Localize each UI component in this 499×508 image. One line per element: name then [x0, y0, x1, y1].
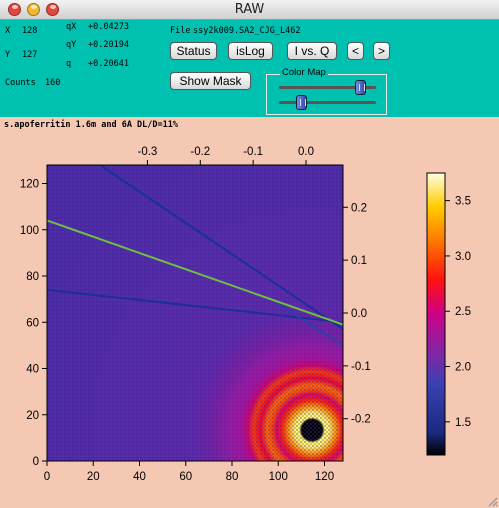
counts-value: 160 — [45, 78, 61, 88]
counts-label: Counts — [5, 78, 36, 88]
color-map-min-track — [279, 101, 376, 104]
y-tick-label: 20 — [26, 410, 39, 422]
color-map-group: Color Map — [266, 67, 387, 115]
minimize-window-button[interactable] — [27, 3, 40, 16]
x-tick-label: 20 — [87, 471, 100, 483]
y-axis-left: 0 20 40 60 80 100 120 — [20, 179, 47, 468]
file-name: ssy2k009.SA2_CJG_L462 — [193, 26, 301, 36]
y-right-tick-label: -0.1 — [351, 361, 371, 373]
color-map-label: Color Map — [280, 67, 328, 78]
x-top-tick-label: -0.1 — [243, 146, 263, 158]
colorbar-tick-label: 3.5 — [455, 196, 471, 208]
x-top-tick-label: -0.2 — [190, 146, 210, 158]
x-top-tick-label: 0.0 — [298, 146, 314, 158]
colorbar-tick-label: 1.5 — [455, 417, 471, 429]
color-map-max-track — [279, 86, 376, 89]
x-value: 128 — [22, 26, 38, 36]
x-tick-label: 60 — [179, 471, 192, 483]
x-tick-label: 100 — [269, 471, 288, 483]
control-panel: X 128 Y 127 qX +0.04273 qY +0.20194 q +0… — [0, 20, 499, 130]
next-button[interactable]: > — [373, 42, 390, 60]
mask-line — [47, 219, 343, 326]
x-tick-label: 40 — [133, 471, 146, 483]
qx-label: qX — [66, 22, 77, 32]
x-tick-label: 120 — [315, 471, 334, 483]
x-axis-bottom: 0 20 40 60 80 100 120 — [44, 461, 334, 483]
window-titlebar: RAW — [0, 0, 499, 20]
y-axis-right: 0.2 0.1 0.0 -0.1 -0.2 — [343, 202, 371, 426]
qy-value: +0.20194 — [88, 40, 129, 50]
mask-line — [98, 165, 343, 331]
y-right-tick-label: 0.1 — [351, 255, 367, 267]
y-tick-label: 80 — [26, 271, 39, 283]
q-value: +0.20641 — [88, 59, 129, 69]
y-right-tick-label: -0.2 — [351, 414, 371, 426]
zoom-window-button[interactable] — [46, 3, 59, 16]
y-tick-label: 120 — [20, 179, 39, 191]
status-button[interactable]: Status — [170, 42, 217, 60]
detector-noise — [47, 165, 343, 461]
colorbar-tick-label: 3.0 — [455, 251, 471, 263]
y-label: Y — [5, 50, 11, 60]
y-tick-label: 40 — [26, 364, 39, 376]
sample-description: s.apoferritin 1.6m and 6A DL/D=11% — [4, 120, 178, 130]
mask-line — [47, 288, 343, 324]
y-tick-label: 0 — [33, 456, 39, 468]
qy-label: qY — [66, 40, 77, 50]
y-value: 127 — [22, 50, 38, 60]
colorbar-tick-label: 2.0 — [455, 362, 471, 374]
colorbar-tick-label: 2.5 — [455, 306, 471, 318]
show-mask-button[interactable]: Show Mask — [170, 72, 251, 90]
colorbar — [426, 172, 446, 456]
x-tick-label: 80 — [226, 471, 239, 483]
x-tick-label: 0 — [44, 471, 50, 483]
y-tick-label: 60 — [26, 317, 39, 329]
y-right-tick-label: 0.0 — [351, 308, 367, 320]
detector-plot: 0 20 40 60 80 100 120 0 20 40 60 80 100 120 -0.3 -0.2… — [20, 146, 471, 483]
close-window-button[interactable] — [8, 3, 21, 16]
color-map-max-slider[interactable] — [354, 80, 366, 95]
previous-button[interactable]: < — [347, 42, 364, 60]
i-vs-q-button[interactable]: I vs. Q — [287, 42, 337, 60]
resize-grip-icon[interactable] — [487, 496, 498, 507]
y-right-tick-label: 0.2 — [351, 202, 367, 214]
qx-value: +0.04273 — [88, 22, 129, 32]
x-axis-top: -0.3 -0.2 -0.1 0.0 — [138, 146, 314, 165]
x-top-tick-label: -0.3 — [138, 146, 158, 158]
q-label: q — [66, 59, 72, 69]
color-map-min-slider[interactable] — [296, 95, 308, 110]
mask-lines — [47, 165, 343, 347]
colorbar-axis: 3.5 3.0 2.5 2.0 1.5 — [445, 196, 471, 429]
islog-button[interactable]: isLog — [228, 42, 273, 60]
window-title: RAW — [234, 2, 265, 17]
file-label: File — [170, 26, 191, 36]
mask-line — [277, 302, 343, 347]
x-label: X — [5, 26, 11, 36]
y-tick-label: 100 — [20, 225, 39, 237]
